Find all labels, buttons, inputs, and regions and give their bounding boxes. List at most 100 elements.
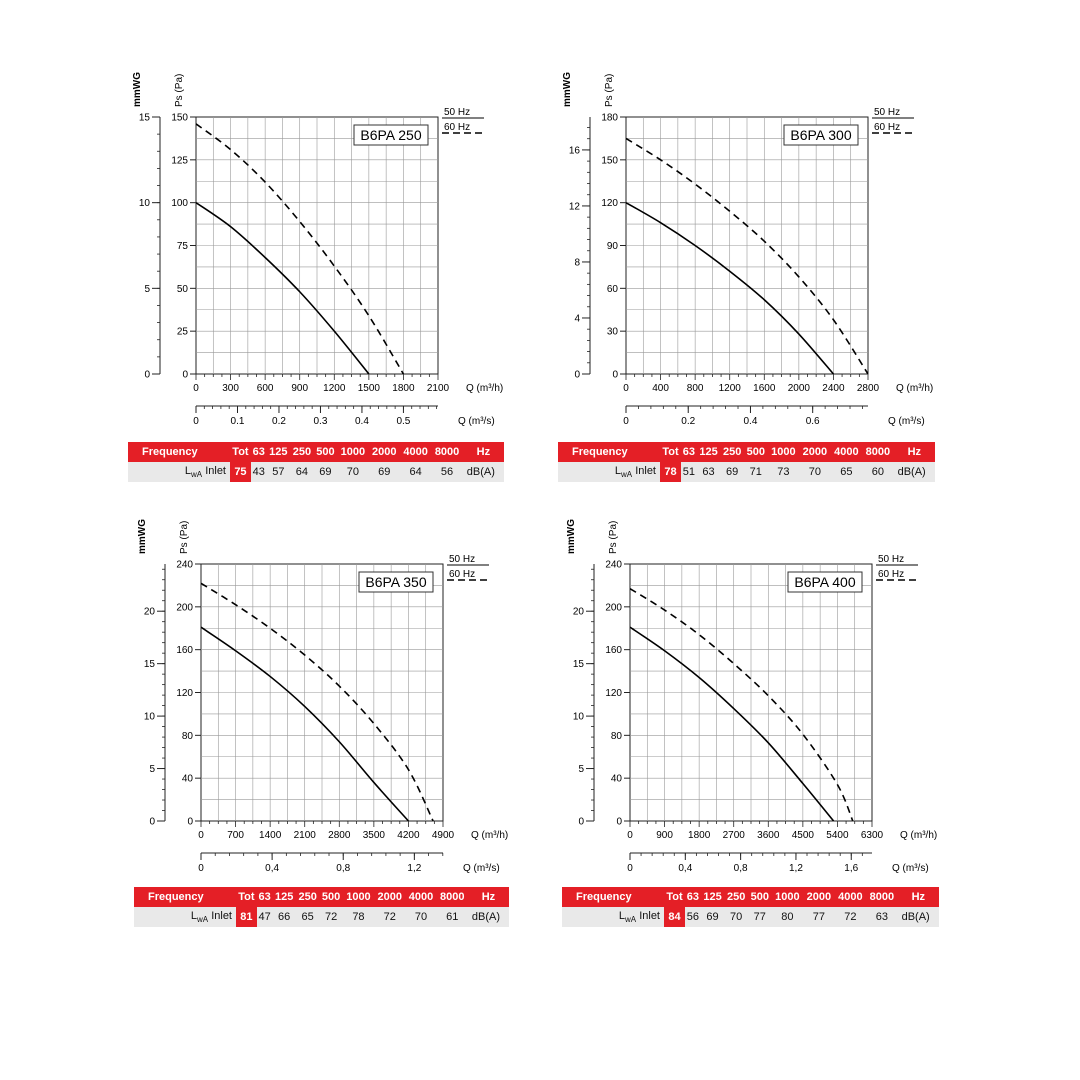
y2-tick-label: 5 [578, 764, 584, 775]
x2-tick-label: 0.2 [681, 416, 695, 427]
x2-tick-label: 1,6 [844, 863, 858, 874]
table-value-cell: 69 [700, 907, 725, 927]
x-tick-label: 2800 [328, 830, 351, 841]
table-value-cell: 57 [266, 462, 291, 482]
table-value-cell: 63 [696, 462, 721, 482]
y2-tick-label: 12 [569, 201, 581, 212]
x-tick-label: 400 [652, 383, 669, 394]
y-axis-label: Ps (Pa) [174, 74, 185, 107]
x-tick-label: 4900 [432, 830, 455, 841]
y2-tick-label: 15 [139, 113, 151, 124]
x-tick-label: 2400 [822, 383, 845, 394]
y-tick-label: 90 [607, 241, 619, 252]
table-header-cell: 250 [295, 887, 320, 907]
x-tick-label: 900 [656, 830, 673, 841]
table-header-row: Frequency Tot 63 125 250 500 1000 2000 4000 8000 H… [558, 442, 935, 462]
table-value-cell: 70 [337, 462, 369, 482]
table-header-cell: Tot [236, 887, 257, 907]
table-row-label: LwA Inlet [562, 907, 664, 927]
table-value-cell: 63 [866, 907, 898, 927]
y-tick-label: 150 [171, 113, 188, 124]
table-value-cell: 66 [272, 907, 296, 927]
y2-tick-label: 15 [573, 659, 585, 670]
table-header-row: Frequency Tot 63 125 250 500 1000 2000 4000 8000 H… [134, 887, 509, 907]
x2-tick-label: 0.6 [806, 416, 820, 427]
x-tick-label: 900 [291, 383, 308, 394]
legend-50hz-label: 50 Hz [449, 554, 475, 565]
x2-tick-label: 0.4 [355, 416, 369, 427]
y-tick-label: 0 [612, 370, 618, 381]
y-axis-label: Ps (Pa) [179, 521, 190, 554]
y-tick-label: 25 [177, 327, 189, 338]
table-header-cell: Tot [664, 887, 685, 907]
performance-curve-svg: 0 25 50 75 100 125 150 Ps (Pa) 0 5 10 15 mmWG 0 300 600… [132, 72, 503, 427]
y2-tick-label: 16 [569, 145, 581, 156]
x-tick-label: 3500 [363, 830, 386, 841]
table-value-cell: 70 [799, 462, 831, 482]
table-value-cell: 69 [720, 462, 744, 482]
table-row-label: LwA Inlet [558, 462, 660, 482]
x-tick-label: 0 [193, 383, 199, 394]
table-value-cell: 70 [405, 907, 437, 927]
x-tick-label: 0 [198, 830, 204, 841]
table-value-cell: 43 [250, 462, 267, 482]
table-header-cell: 500 [747, 887, 772, 907]
table-header-cell: Tot [660, 442, 681, 462]
y-tick-label: 240 [176, 560, 193, 571]
table-header-cell: 500 [743, 442, 768, 462]
table-value-cell: 72 [374, 907, 406, 927]
model-title: B6PA 250 [360, 127, 421, 143]
table-value-cell: 64 [399, 462, 432, 482]
x-tick-label: 1400 [259, 830, 282, 841]
x2-tick-label: 0,4 [678, 863, 692, 874]
y2-axis-label: mmWG [562, 72, 573, 107]
table-value-row: LwA Inlet 75 43 57 64 69 70 69 64 56 dB(A) [128, 462, 504, 482]
y-tick-label: 150 [601, 155, 618, 166]
table-header-cell: Hz [893, 442, 935, 462]
y2-tick-label: 0 [574, 370, 580, 381]
x-tick-label: 2800 [857, 383, 880, 394]
y-tick-label: 60 [607, 284, 619, 295]
table-header-frequency: Frequency [562, 887, 664, 907]
table-header-cell: 250 [724, 887, 748, 907]
x2-axis-label: Q (m³/s) [463, 863, 500, 874]
table-value-cell: 65 [295, 907, 320, 927]
curve-50hz [630, 626, 835, 821]
table-header-cell: 1000 [342, 887, 375, 907]
x-tick-label: 5400 [826, 830, 849, 841]
sound-power-table: Frequency Tot 63 125 250 500 1000 2000 4000 8000 H… [128, 442, 504, 482]
x2-axis-label: Q (m³/s) [892, 863, 929, 874]
curve-60hz [201, 582, 434, 821]
table-header-cell: 8000 [431, 442, 463, 462]
x-tick-label: 2100 [294, 830, 317, 841]
fan-chart-b6pa-350: 0 40 80 120 160 200 240 Ps (Pa) 0 5 10 15 20 mmWG 0 700… [133, 517, 633, 947]
x2-tick-label: 0 [627, 863, 633, 874]
fan-chart-b6pa-400: 0 40 80 120 160 200 240 Ps (Pa) 0 5 10 15 20 mmWG 0 900… [562, 517, 1062, 947]
table-header-cell: Hz [897, 887, 939, 907]
table-header-frequency: Frequency [128, 442, 230, 462]
y2-tick-label: 8 [574, 257, 580, 268]
x-tick-label: 6300 [861, 830, 884, 841]
x2-tick-label: 1,2 [789, 863, 803, 874]
sound-power-table: Frequency Tot 63 125 250 500 1000 2000 4000 8000 H… [558, 442, 935, 482]
table-value-cell: 73 [767, 462, 800, 482]
model-title: B6PA 300 [790, 127, 851, 143]
curve-60hz [630, 587, 854, 821]
fan-chart-b6pa-250: 0 25 50 75 100 125 150 Ps (Pa) 0 5 10 15 mmWG 0 300 600… [128, 70, 628, 500]
table-value-row: LwA Inlet 81 47 66 65 72 78 72 70 61 dB(A) [134, 907, 509, 927]
table-value-cell: 64 [290, 462, 314, 482]
y2-tick-label: 20 [573, 607, 585, 618]
legend-60hz-label: 60 Hz [874, 122, 900, 133]
legend-50hz-label: 50 Hz [874, 107, 900, 118]
table-header-cell: 125 [266, 442, 291, 462]
legend-50hz-label: 50 Hz [878, 554, 904, 565]
x-tick-label: 2100 [427, 383, 450, 394]
table-header-cell: 1000 [771, 887, 804, 907]
x-tick-label: 1800 [688, 830, 711, 841]
y-tick-label: 40 [611, 774, 623, 785]
table-value-row: LwA Inlet 84 56 69 70 77 80 77 72 63 dB(A) [562, 907, 939, 927]
model-title-box [787, 571, 863, 593]
y2-tick-label: 10 [573, 712, 585, 723]
x-tick-label: 2700 [723, 830, 746, 841]
model-title: B6PA 400 [794, 574, 855, 590]
